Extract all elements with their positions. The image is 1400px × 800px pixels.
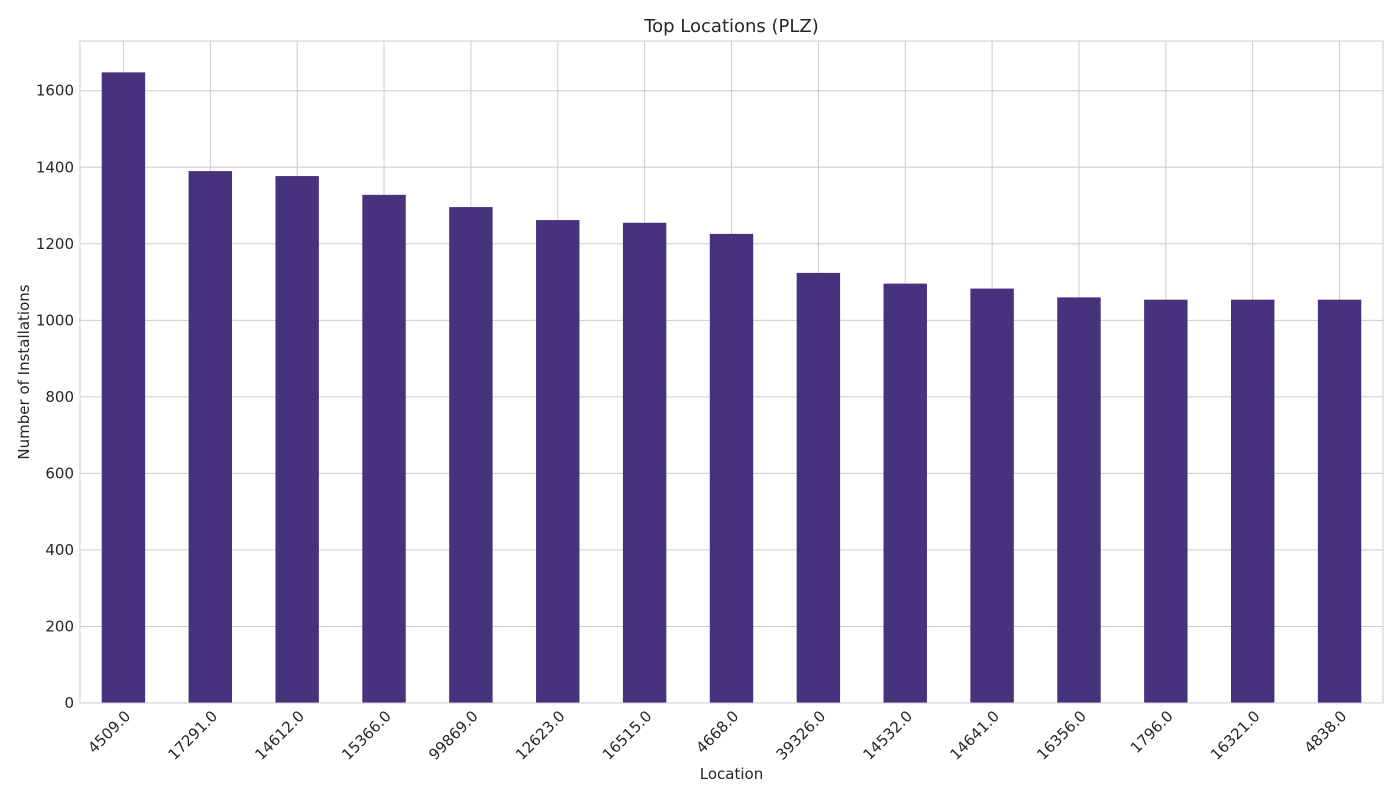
y-tick-label: 0	[64, 694, 74, 712]
x-tick-label: 4838.0	[1301, 707, 1351, 757]
bar-14532.0	[883, 283, 927, 703]
x-tick-label: 16321.0	[1207, 707, 1264, 764]
bar-4668.0	[709, 233, 754, 704]
bar-4509.0	[101, 72, 146, 703]
y-tick-label: 800	[45, 388, 74, 406]
x-axis-title: Location	[700, 765, 763, 783]
bar-15366.0	[362, 194, 406, 703]
bar-39326.0	[796, 272, 841, 703]
x-tick-label: 14532.0	[859, 707, 916, 764]
x-tick-label: 12623.0	[512, 707, 569, 764]
x-tick-label: 15366.0	[338, 707, 395, 764]
y-tick-label: 1400	[36, 158, 74, 176]
bar-1796.0	[1144, 299, 1188, 703]
bar-17291.0	[188, 171, 233, 703]
bar-16356.0	[1057, 297, 1101, 703]
x-tick-label: 99869.0	[425, 707, 482, 764]
y-tick-label: 1600	[36, 82, 74, 100]
y-tick-label: 200	[45, 617, 74, 635]
bar-16321.0	[1230, 299, 1275, 703]
x-tick-label: 14641.0	[946, 707, 1003, 764]
bar-99869.0	[449, 207, 493, 704]
y-tick-label: 600	[45, 464, 74, 482]
y-tick-labels: 0 200 400 600 800 1000 1200 1400 1600	[36, 82, 74, 712]
x-tick-labels: 4509.0 17291.0 14612.0 15366.0 99869.0 12623.…	[84, 707, 1350, 764]
bar-14641.0	[970, 288, 1014, 703]
bar-16515.0	[622, 222, 667, 703]
x-tick-label: 4668.0	[692, 707, 742, 757]
plot-frame	[79, 40, 1384, 704]
bar-12623.0	[536, 220, 580, 703]
y-tick-label: 1200	[36, 235, 74, 253]
x-tick-label: 39326.0	[773, 707, 830, 764]
x-tick-label: 17291.0	[165, 707, 222, 764]
x-tick-label: 4509.0	[84, 707, 134, 757]
y-axis-title: Number of Installations	[15, 284, 33, 459]
y-tick-label: 400	[45, 541, 74, 559]
y-tick-label: 1000	[36, 311, 74, 329]
bars	[101, 72, 1362, 704]
bar-4838.0	[1317, 299, 1362, 703]
x-tick-label: 14612.0	[251, 707, 308, 764]
x-tick-label: 16515.0	[599, 707, 656, 764]
x-tick-label: 16356.0	[1033, 707, 1090, 764]
bar-14612.0	[275, 176, 319, 703]
chart-title: Top Locations (PLZ)	[643, 16, 819, 37]
x-tick-label: 1796.0	[1127, 707, 1177, 757]
